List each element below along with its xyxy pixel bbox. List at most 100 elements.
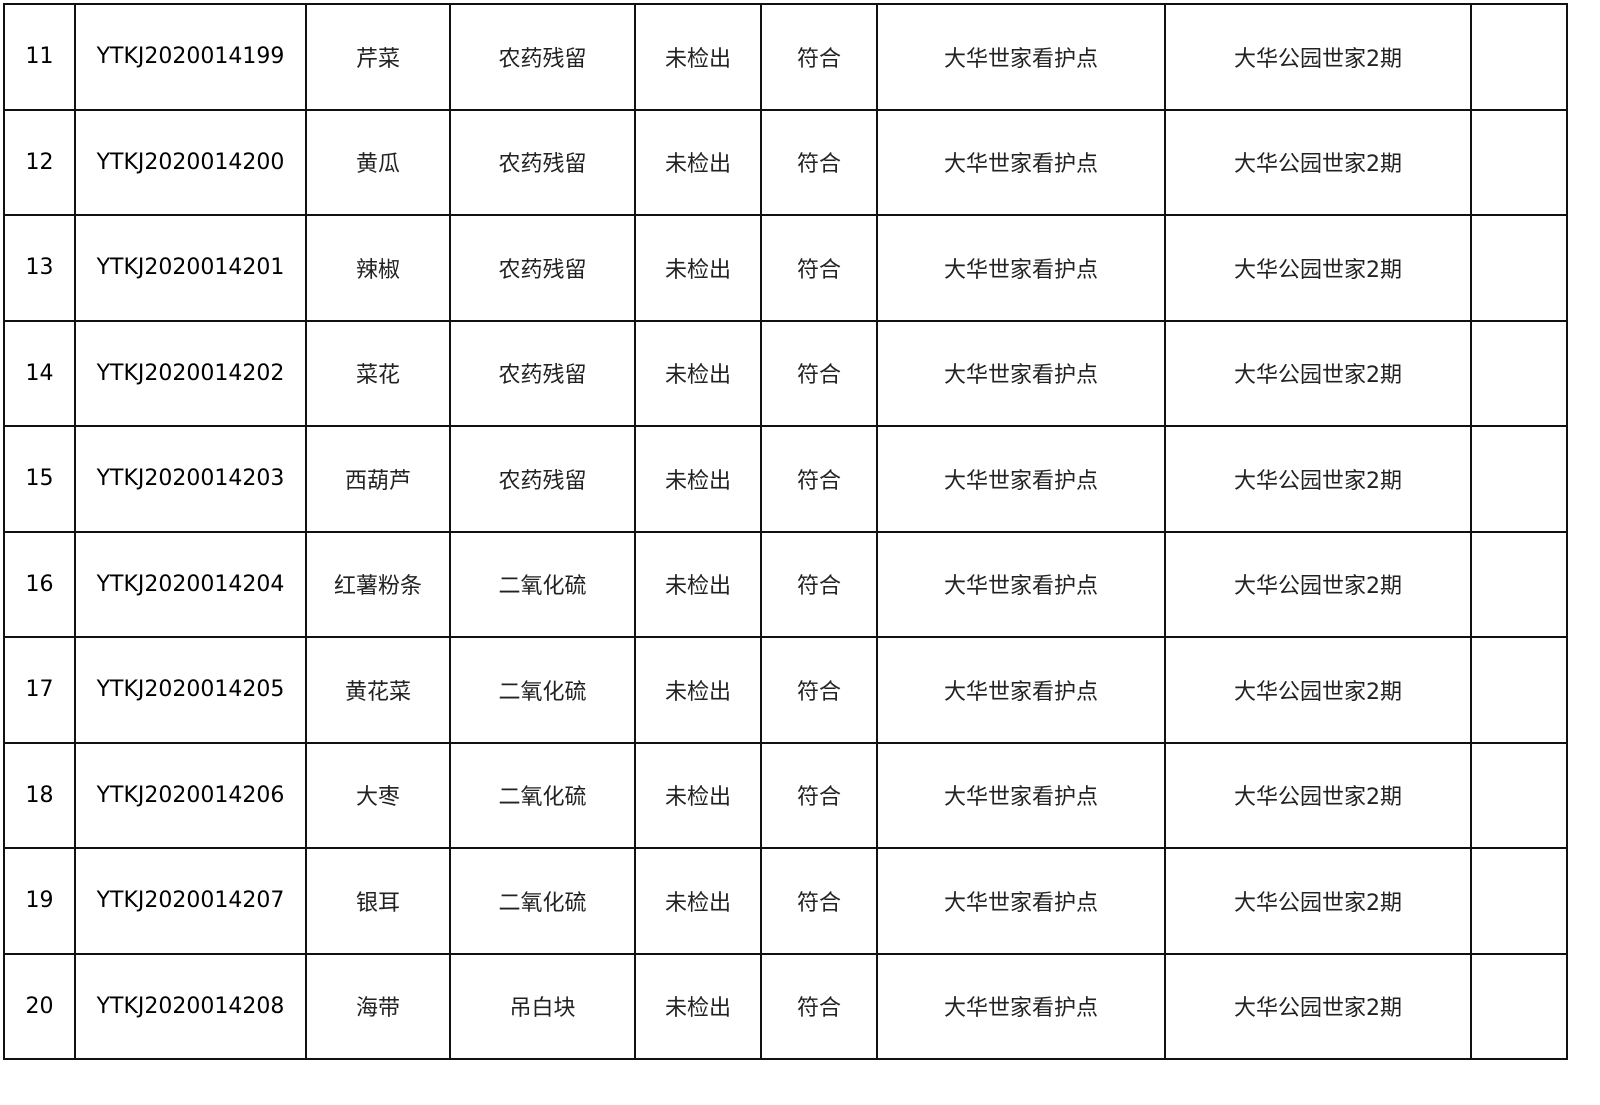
sample-name-cell: 红薯粉条 bbox=[305, 530, 451, 638]
row-number-cell: 14 bbox=[3, 319, 76, 427]
table-row: 18 YTKJ2020014206 大枣 二氧化硫 未检出 符合 大华世家看护点 大华公园世家… bbox=[3, 741, 1568, 849]
table-row: 17 YTKJ2020014205 黄花菜 二氧化硫 未检出 符合 大华世家看护点 大华公园世… bbox=[3, 636, 1568, 744]
sample-name-cell: 大枣 bbox=[305, 741, 451, 849]
sample-code-cell: YTKJ2020014203 bbox=[74, 425, 307, 533]
table-row: 14 YTKJ2020014202 菜花 农药残留 未检出 符合 大华世家看护点 大华公园世家… bbox=[3, 319, 1568, 427]
test-result-cell: 未检出 bbox=[634, 530, 762, 638]
sample-name-cell: 银耳 bbox=[305, 847, 451, 955]
verdict-cell: 符合 bbox=[760, 530, 878, 638]
sample-name-cell: 辣椒 bbox=[305, 214, 451, 322]
location-cell: 大华公园世家2期 bbox=[1164, 3, 1472, 111]
location-cell: 大华公园世家2期 bbox=[1164, 952, 1472, 1060]
location-cell: 大华公园世家2期 bbox=[1164, 108, 1472, 216]
test-item-cell: 二氧化硫 bbox=[449, 741, 636, 849]
inspection-point-cell: 大华世家看护点 bbox=[876, 319, 1166, 427]
test-result-cell: 未检出 bbox=[634, 425, 762, 533]
location-cell: 大华公园世家2期 bbox=[1164, 319, 1472, 427]
inspection-point-cell: 大华世家看护点 bbox=[876, 530, 1166, 638]
sample-code-cell: YTKJ2020014204 bbox=[74, 530, 307, 638]
remark-cell bbox=[1470, 741, 1568, 849]
test-item-cell: 二氧化硫 bbox=[449, 636, 636, 744]
sample-code-cell: YTKJ2020014208 bbox=[74, 952, 307, 1060]
row-number-cell: 13 bbox=[3, 214, 76, 322]
test-item-cell: 吊白块 bbox=[449, 952, 636, 1060]
verdict-cell: 符合 bbox=[760, 108, 878, 216]
sample-name-cell: 芹菜 bbox=[305, 3, 451, 111]
inspection-results-table: 11 YTKJ2020014199 芹菜 农药残留 未检出 符合 大华世家看护点 大华公园世家… bbox=[3, 3, 1568, 1060]
verdict-cell: 符合 bbox=[760, 952, 878, 1060]
test-item-cell: 农药残留 bbox=[449, 425, 636, 533]
verdict-cell: 符合 bbox=[760, 847, 878, 955]
remark-cell bbox=[1470, 847, 1568, 955]
test-result-cell: 未检出 bbox=[634, 3, 762, 111]
location-cell: 大华公园世家2期 bbox=[1164, 214, 1472, 322]
location-cell: 大华公园世家2期 bbox=[1164, 425, 1472, 533]
row-number-cell: 17 bbox=[3, 636, 76, 744]
verdict-cell: 符合 bbox=[760, 425, 878, 533]
remark-cell bbox=[1470, 530, 1568, 638]
inspection-point-cell: 大华世家看护点 bbox=[876, 214, 1166, 322]
row-number-cell: 20 bbox=[3, 952, 76, 1060]
sample-code-cell: YTKJ2020014202 bbox=[74, 319, 307, 427]
row-number-cell: 16 bbox=[3, 530, 76, 638]
remark-cell bbox=[1470, 425, 1568, 533]
inspection-point-cell: 大华世家看护点 bbox=[876, 952, 1166, 1060]
verdict-cell: 符合 bbox=[760, 214, 878, 322]
sample-name-cell: 黄花菜 bbox=[305, 636, 451, 744]
table-row: 11 YTKJ2020014199 芹菜 农药残留 未检出 符合 大华世家看护点 大华公园世家… bbox=[3, 3, 1568, 111]
inspection-point-cell: 大华世家看护点 bbox=[876, 847, 1166, 955]
location-cell: 大华公园世家2期 bbox=[1164, 636, 1472, 744]
remark-cell bbox=[1470, 319, 1568, 427]
location-cell: 大华公园世家2期 bbox=[1164, 847, 1472, 955]
sample-code-cell: YTKJ2020014199 bbox=[74, 3, 307, 111]
inspection-point-cell: 大华世家看护点 bbox=[876, 425, 1166, 533]
test-item-cell: 农药残留 bbox=[449, 108, 636, 216]
sample-name-cell: 海带 bbox=[305, 952, 451, 1060]
sample-name-cell: 西葫芦 bbox=[305, 425, 451, 533]
table-body: 11 YTKJ2020014199 芹菜 农药残留 未检出 符合 大华世家看护点 大华公园世家… bbox=[3, 3, 1568, 1060]
verdict-cell: 符合 bbox=[760, 319, 878, 427]
sample-code-cell: YTKJ2020014201 bbox=[74, 214, 307, 322]
sample-name-cell: 黄瓜 bbox=[305, 108, 451, 216]
inspection-point-cell: 大华世家看护点 bbox=[876, 636, 1166, 744]
test-item-cell: 农药残留 bbox=[449, 214, 636, 322]
verdict-cell: 符合 bbox=[760, 636, 878, 744]
test-result-cell: 未检出 bbox=[634, 741, 762, 849]
sample-code-cell: YTKJ2020014200 bbox=[74, 108, 307, 216]
sample-name-cell: 菜花 bbox=[305, 319, 451, 427]
remark-cell bbox=[1470, 3, 1568, 111]
sample-code-cell: YTKJ2020014206 bbox=[74, 741, 307, 849]
inspection-point-cell: 大华世家看护点 bbox=[876, 3, 1166, 111]
row-number-cell: 18 bbox=[3, 741, 76, 849]
test-result-cell: 未检出 bbox=[634, 847, 762, 955]
remark-cell bbox=[1470, 108, 1568, 216]
test-result-cell: 未检出 bbox=[634, 214, 762, 322]
row-number-cell: 12 bbox=[3, 108, 76, 216]
test-result-cell: 未检出 bbox=[634, 108, 762, 216]
verdict-cell: 符合 bbox=[760, 741, 878, 849]
table-row: 19 YTKJ2020014207 银耳 二氧化硫 未检出 符合 大华世家看护点 大华公园世家… bbox=[3, 847, 1568, 955]
remark-cell bbox=[1470, 952, 1568, 1060]
table-row: 20 YTKJ2020014208 海带 吊白块 未检出 符合 大华世家看护点 大华公园世家2… bbox=[3, 952, 1568, 1060]
verdict-cell: 符合 bbox=[760, 3, 878, 111]
remark-cell bbox=[1470, 636, 1568, 744]
test-result-cell: 未检出 bbox=[634, 636, 762, 744]
row-number-cell: 15 bbox=[3, 425, 76, 533]
test-item-cell: 二氧化硫 bbox=[449, 847, 636, 955]
sample-code-cell: YTKJ2020014207 bbox=[74, 847, 307, 955]
table-row: 12 YTKJ2020014200 黄瓜 农药残留 未检出 符合 大华世家看护点 大华公园世家… bbox=[3, 108, 1568, 216]
test-result-cell: 未检出 bbox=[634, 319, 762, 427]
test-result-cell: 未检出 bbox=[634, 952, 762, 1060]
test-item-cell: 农药残留 bbox=[449, 3, 636, 111]
inspection-point-cell: 大华世家看护点 bbox=[876, 108, 1166, 216]
remark-cell bbox=[1470, 214, 1568, 322]
location-cell: 大华公园世家2期 bbox=[1164, 530, 1472, 638]
inspection-point-cell: 大华世家看护点 bbox=[876, 741, 1166, 849]
row-number-cell: 19 bbox=[3, 847, 76, 955]
table-row: 16 YTKJ2020014204 红薯粉条 二氧化硫 未检出 符合 大华世家看护点 大华公园… bbox=[3, 530, 1568, 638]
table-row: 15 YTKJ2020014203 西葫芦 农药残留 未检出 符合 大华世家看护点 大华公园世… bbox=[3, 425, 1568, 533]
table-row: 13 YTKJ2020014201 辣椒 农药残留 未检出 符合 大华世家看护点 大华公园世家… bbox=[3, 214, 1568, 322]
test-item-cell: 农药残留 bbox=[449, 319, 636, 427]
test-item-cell: 二氧化硫 bbox=[449, 530, 636, 638]
location-cell: 大华公园世家2期 bbox=[1164, 741, 1472, 849]
